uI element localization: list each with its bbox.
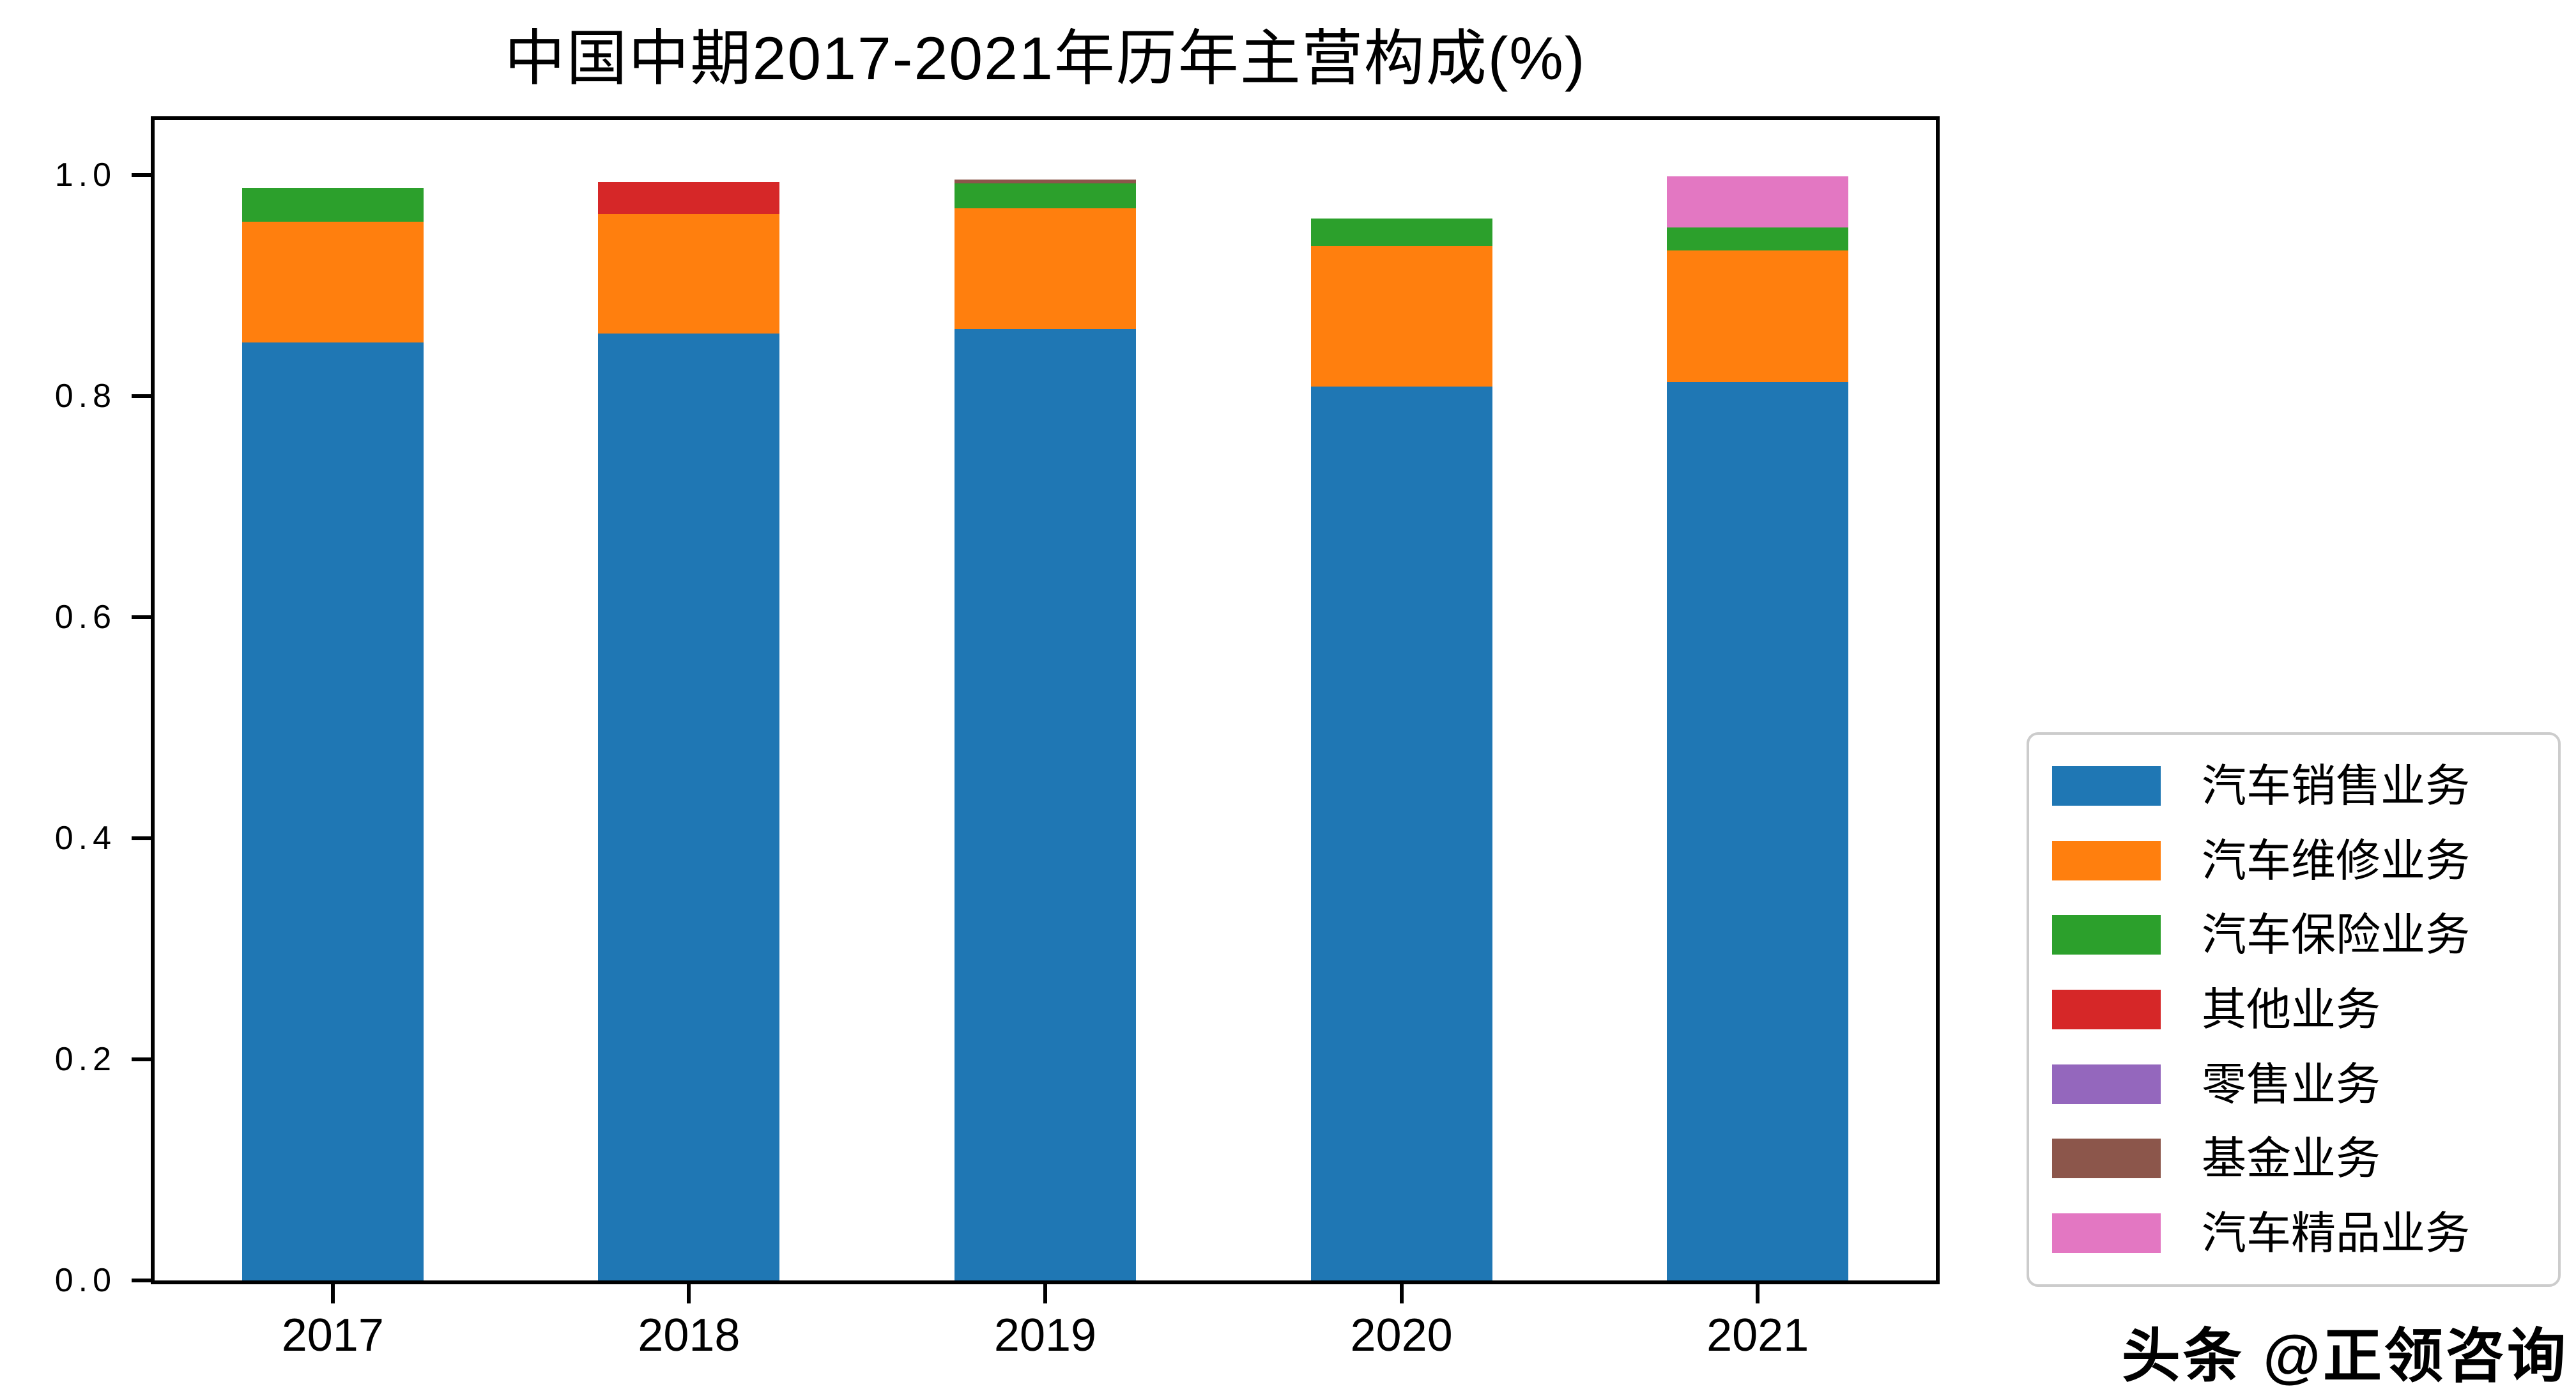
x-axis-tick-label: 2021	[1706, 1310, 1809, 1361]
bar-segment	[1310, 218, 1492, 247]
legend-label: 基金业务	[2202, 1133, 2380, 1184]
legend-swatch	[2052, 990, 2161, 1030]
x-axis-tick-label: 2017	[281, 1310, 384, 1361]
legend: 汽车销售业务 汽车维修业务 汽车保险业务 其他业务零售业务基金业务汽车精品业务	[2027, 732, 2561, 1287]
y-axis-tick-label: 0.2	[54, 1041, 116, 1079]
legend-label: 汽车销售业务	[2202, 761, 2470, 811]
bar-segment	[1667, 250, 1849, 382]
legend-item: 汽车精品业务	[2052, 1195, 2545, 1270]
y-axis-tick	[132, 615, 151, 620]
y-axis-tick-label: 0.6	[54, 599, 116, 636]
legend-label: 其他业务	[2202, 985, 2380, 1035]
x-axis-tick	[330, 1284, 335, 1303]
legend-item: 零售业务	[2052, 1047, 2545, 1121]
legend-swatch	[2052, 915, 2161, 955]
legend-swatch	[2052, 840, 2161, 880]
legend-label: 汽车保险业务	[2202, 910, 2470, 960]
y-axis-tick-label: 0.4	[54, 820, 116, 857]
x-axis-tick-label: 2018	[638, 1310, 740, 1361]
chart-title: 中国中期2017-2021年历年主营构成(%)	[504, 25, 1586, 93]
legend-swatch	[2052, 1139, 2161, 1179]
y-axis-tick	[132, 394, 151, 399]
bar-segment	[1667, 381, 1849, 1280]
legend-label: 汽车精品业务	[2202, 1208, 2470, 1258]
legend-item: 基金业务	[2052, 1121, 2545, 1196]
bar-segment	[954, 183, 1136, 209]
legend-item: 汽车维修业务	[2052, 824, 2545, 898]
x-axis-tick-label: 2019	[993, 1310, 1097, 1361]
bar-segment	[954, 328, 1136, 1280]
bar-segment	[598, 181, 780, 214]
legend-item: 其他业务	[2052, 972, 2545, 1047]
y-axis-tick-label: 1.0	[54, 157, 116, 194]
y-axis-tick-label: 0.0	[54, 1262, 116, 1299]
bar-segment	[1310, 386, 1492, 1280]
x-axis-tick-label: 2020	[1350, 1310, 1453, 1361]
y-axis-tick	[132, 1057, 151, 1062]
bar-segment	[954, 180, 1136, 183]
plot-area: 2017 2018 2019 2020 2021 0.0 0.2 0.4 0.6 0.8 1.0	[55, 116, 1940, 1361]
bar-segment	[1667, 227, 1849, 251]
x-axis-tick	[687, 1284, 691, 1303]
y-axis-tick-label: 0.8	[54, 378, 116, 415]
bar-segment	[241, 222, 424, 342]
y-axis-tick	[132, 1279, 151, 1282]
bar-segment	[1667, 176, 1849, 227]
legend-label: 零售业务	[2202, 1059, 2380, 1109]
legend-item: 汽车销售业务	[2052, 749, 2545, 824]
bar-segment	[598, 214, 780, 334]
legend-swatch	[2052, 1064, 2161, 1104]
y-axis-tick	[132, 173, 151, 178]
legend-swatch	[2052, 766, 2161, 806]
x-axis-tick	[1399, 1284, 1404, 1303]
bar-segment	[241, 342, 424, 1280]
bar-segment	[598, 333, 780, 1280]
bar-segment	[241, 187, 424, 222]
legend-label: 汽车维修业务	[2202, 835, 2470, 886]
legend-item: 汽车保险业务	[2052, 898, 2545, 972]
bar-segment	[954, 208, 1136, 329]
x-axis-tick	[1043, 1284, 1047, 1303]
x-axis-tick	[1756, 1284, 1760, 1303]
legend-swatch	[2052, 1213, 2161, 1253]
y-axis-tick	[132, 836, 151, 841]
watermark: 头条 @正领咨询	[2121, 1324, 2568, 1389]
bar-segment	[1310, 246, 1492, 387]
